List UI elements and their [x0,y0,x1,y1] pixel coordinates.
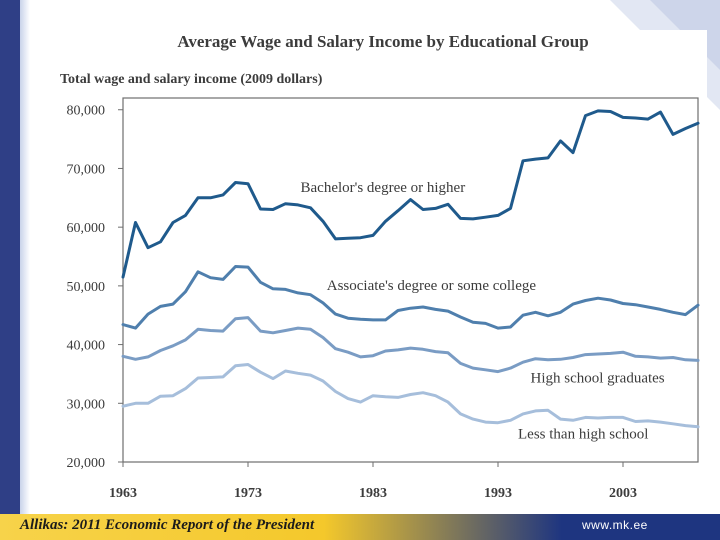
x-tick-label: 1973 [234,486,262,501]
y-axis: 20,000 30,000 40,000 50,000 60,000 70,000 80,0… [67,104,123,471]
x-axis: 1963 1973 1983 1993 2003 [109,462,637,501]
y-tick-label: 50,000 [67,280,106,295]
y-tick-label: 70,000 [67,162,106,177]
series-labels: Bachelor's degree or higher Associate's d… [301,180,665,443]
y-tick-label: 30,000 [67,397,106,412]
bachelors-label: Bachelor's degree or higher [301,180,466,196]
x-tick-label: 1993 [484,486,512,501]
high-school-label: High school graduates [531,371,665,387]
bachelors-line [121,109,700,279]
x-tick-label: 1963 [109,486,137,501]
high-school-line [121,316,700,374]
less-than-high-school-label: Less than high school [518,427,648,443]
chart-title: Average Wage and Salary Income by Educat… [177,32,588,51]
y-axis-label: Total wage and salary income (2009 dolla… [60,72,323,87]
chart-background [37,30,707,508]
plot-frame [122,97,699,463]
associates-label: Associate's degree or some college [327,278,537,294]
y-tick-label: 20,000 [67,456,106,471]
series-lines [121,109,700,429]
footer-website-link[interactable]: www.mk.ee [582,518,648,532]
x-tick-label: 2003 [609,486,637,501]
x-tick-label: 1983 [359,486,387,501]
associates-line [121,265,700,330]
y-tick-label: 60,000 [67,221,106,236]
left-accent-bar [0,0,20,540]
footer-source: Allikas: 2011 Economic Report of the Pre… [20,517,315,533]
left-accent-gradient [20,0,30,540]
y-tick-label: 80,000 [67,104,106,119]
footer-bar [0,514,720,540]
y-tick-label: 40,000 [67,339,106,354]
less-than-high-school-line [121,363,700,429]
